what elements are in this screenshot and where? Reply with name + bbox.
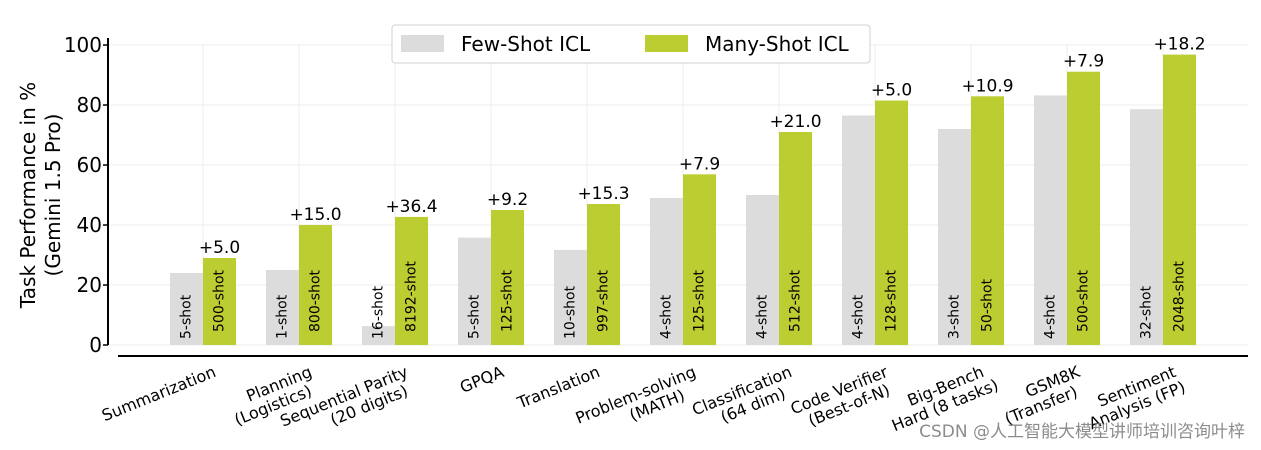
improvement-label: +5.0 [871, 81, 912, 101]
improvement-label: +15.3 [577, 184, 629, 204]
bars [170, 54, 1196, 346]
bar-many-shot [395, 216, 428, 345]
y-axis-title: Task Performance in % [16, 82, 40, 309]
shot-label-few: 10-shot [563, 285, 579, 339]
shot-label-many: 8192-shot [404, 261, 420, 332]
category-label: Summarization [99, 362, 218, 425]
bar-few-shot [842, 115, 875, 345]
bar-few-shot [554, 249, 587, 345]
shot-label-few: 5-shot [467, 294, 483, 339]
improvement-label: +5.0 [199, 238, 240, 258]
shot-label-many: 500-shot [1076, 269, 1092, 332]
category-label-line: Summarization [99, 362, 218, 425]
bar-few-shot [938, 129, 971, 345]
shot-label-few: 16-shot [371, 285, 387, 339]
category-label: GPQA [457, 362, 506, 397]
y-tick-label: 60 [77, 153, 102, 177]
bar-few-shot [458, 237, 491, 345]
y-tick-label: 20 [77, 273, 102, 297]
bar-few-shot [362, 326, 395, 345]
bar-few-shot [1130, 109, 1163, 345]
legend-swatch-many-shot [645, 35, 688, 52]
bar-many-shot [683, 174, 716, 345]
shot-label-few: 32-shot [1139, 285, 1155, 339]
shot-label-few: 5-shot [179, 294, 195, 339]
bar-labels: 5-shot 500-shot +5.0 1-shot 800-shot +15.0 16-… [179, 35, 1206, 339]
shot-label-many: 500-shot [212, 269, 228, 332]
improvement-label: +7.9 [1063, 52, 1104, 72]
bar-many-shot [299, 225, 332, 345]
legend: Few-Shot ICL Many-Shot ICL [391, 24, 871, 64]
improvement-label: +7.9 [679, 154, 720, 174]
shot-label-many: 2048-shot [1172, 261, 1188, 332]
shot-label-many: 125-shot [500, 269, 516, 332]
shot-label-few: 4-shot [1043, 294, 1059, 339]
category-label: Code Verifier(Best-of-N) [788, 362, 898, 435]
bar-many-shot [779, 132, 812, 345]
shot-label-few: 1-shot [275, 294, 291, 339]
shot-label-many: 50-shot [980, 278, 996, 332]
y-tick-label: 0 [89, 333, 102, 357]
improvement-label: +10.9 [961, 76, 1013, 96]
bar-many-shot [1163, 54, 1196, 345]
legend-swatch-few-shot [401, 35, 444, 52]
shot-label-many: 997-shot [596, 269, 612, 332]
y-tick-label: 100 [64, 33, 102, 57]
y-tick-label: 80 [77, 93, 102, 117]
shot-label-many: 125-shot [692, 269, 708, 332]
bar-many-shot [587, 204, 620, 345]
shot-label-few: 3-shot [947, 294, 963, 339]
bar-few-shot [170, 273, 203, 345]
watermark: CSDN @人工智能大模型讲师培训咨询叶梓 [919, 422, 1245, 442]
y-tick-label: 40 [77, 213, 102, 237]
improvement-label: +21.0 [769, 112, 821, 132]
y-axis-title: (Gemini 1.5 Pro) [41, 114, 65, 277]
legend-label-many-shot: Many-Shot ICL [705, 32, 850, 56]
legend-box [391, 24, 871, 64]
bar-many-shot [971, 96, 1004, 345]
shot-label-few: 4-shot [755, 294, 771, 339]
shot-label-many: 512-shot [788, 269, 804, 332]
bar-many-shot [875, 100, 908, 345]
improvement-label: +18.2 [1153, 35, 1205, 55]
bar-many-shot [203, 258, 236, 345]
shot-label-many: 800-shot [308, 269, 324, 332]
bar-few-shot [1034, 95, 1067, 346]
bar-few-shot [650, 198, 683, 345]
legend-label-few-shot: Few-Shot ICL [461, 32, 591, 56]
improvement-label: +9.2 [487, 190, 528, 210]
category-label: Classification(64 dim) [689, 362, 801, 436]
shot-label-few: 4-shot [659, 294, 675, 339]
bar-many-shot [1067, 71, 1100, 345]
shot-label-many: 128-shot [884, 269, 900, 332]
bar-many-shot [491, 210, 524, 345]
shot-label-few: 4-shot [851, 294, 867, 339]
bar-few-shot [746, 195, 779, 345]
improvement-label: +36.4 [385, 197, 437, 217]
bar-few-shot [266, 270, 299, 345]
improvement-label: +15.0 [289, 205, 341, 225]
category-label-line: GPQA [457, 362, 506, 397]
